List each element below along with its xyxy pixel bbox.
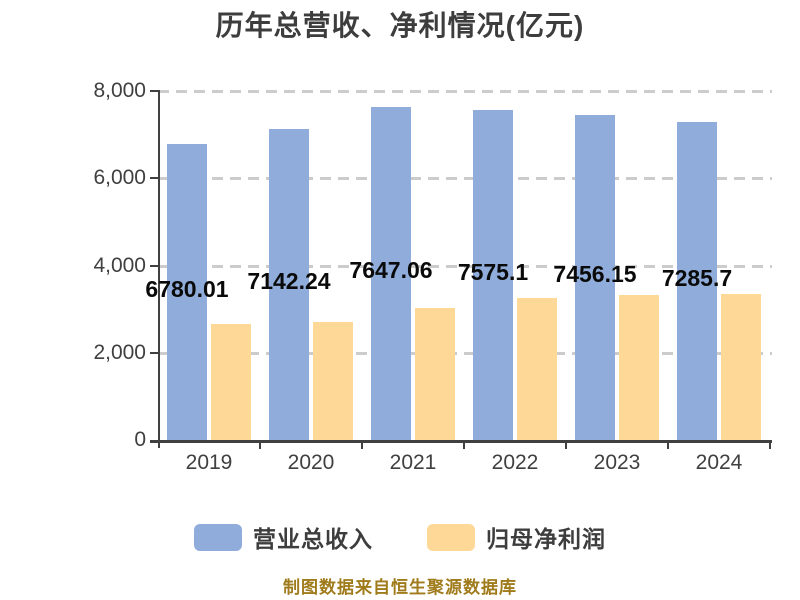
profit-bar-2023 bbox=[619, 294, 659, 440]
revenue-bar-2021 bbox=[371, 106, 411, 440]
revenue-data-label-2019: 6780.01 bbox=[145, 276, 229, 303]
revenue-data-label-2021: 7647.06 bbox=[349, 257, 433, 284]
y-axis-tick bbox=[150, 264, 158, 267]
x-axis-tick-label: 2020 bbox=[287, 451, 335, 474]
x-axis-tick bbox=[565, 443, 567, 449]
revenue-bar-2024 bbox=[677, 122, 717, 440]
profit-legend-label: 归母净利润 bbox=[486, 526, 606, 552]
y-axis-tick-label: 8,000 bbox=[93, 79, 146, 103]
revenue-bar-2023 bbox=[575, 114, 615, 440]
x-axis-tick bbox=[361, 443, 363, 449]
revenue-legend-swatch bbox=[194, 523, 242, 551]
x-axis-tick bbox=[769, 443, 771, 449]
profit-bar-2019 bbox=[211, 323, 251, 440]
legend-item-profit: 归母净利润 bbox=[427, 520, 606, 554]
gridline-4,000 bbox=[158, 264, 772, 268]
x-axis bbox=[150, 440, 772, 443]
x-axis-tick bbox=[259, 443, 261, 449]
y-axis-tick-label: 4,000 bbox=[93, 253, 146, 277]
y-axis-tick-label: 6,000 bbox=[93, 166, 146, 190]
revenue-data-label-2023: 7456.15 bbox=[553, 261, 637, 288]
profit-bar-2024 bbox=[721, 293, 761, 440]
revenue-data-label-2022: 7575.1 bbox=[457, 258, 529, 285]
x-axis-tick-label: 2021 bbox=[389, 451, 437, 474]
data-source-note: 制图数据来自恒生聚源数据库 bbox=[283, 578, 517, 597]
x-axis-tick bbox=[667, 443, 669, 449]
x-axis-tick-label: 2022 bbox=[491, 451, 539, 474]
profit-bar-2021 bbox=[415, 307, 455, 440]
profit-legend-swatch bbox=[427, 523, 475, 551]
gridline-6,000 bbox=[158, 177, 772, 181]
y-axis-tick bbox=[150, 90, 158, 93]
revenue-legend-label: 营业总收入 bbox=[253, 526, 373, 552]
y-axis-tick-label: 0 bbox=[134, 428, 146, 451]
legend: 营业总收入 归母净利润 bbox=[0, 520, 800, 554]
x-axis-tick bbox=[463, 443, 465, 449]
gridline-2,000 bbox=[158, 351, 772, 355]
revenue-bar-2019 bbox=[167, 144, 207, 440]
x-axis-tick-label: 2023 bbox=[593, 451, 641, 474]
revenue-bar-2020 bbox=[269, 128, 309, 440]
revenue-data-label-2024: 7285.7 bbox=[661, 265, 733, 292]
profit-bar-2022 bbox=[517, 297, 557, 440]
x-axis-tick-label: 2024 bbox=[695, 451, 743, 474]
y-axis bbox=[158, 90, 160, 448]
y-axis-tick-label: 2,000 bbox=[93, 340, 146, 364]
y-axis-tick bbox=[150, 177, 158, 180]
profit-bar-2020 bbox=[313, 321, 353, 440]
chart-title: 历年总营收、净利情况(亿元) bbox=[215, 10, 585, 41]
revenue-bar-2022 bbox=[473, 109, 513, 440]
revenue-data-label-2020: 7142.24 bbox=[247, 268, 331, 295]
x-axis-tick-label: 2019 bbox=[185, 451, 233, 474]
y-axis-tick bbox=[150, 351, 158, 354]
legend-item-revenue: 营业总收入 bbox=[194, 520, 373, 554]
gridline-8,000 bbox=[158, 90, 772, 94]
